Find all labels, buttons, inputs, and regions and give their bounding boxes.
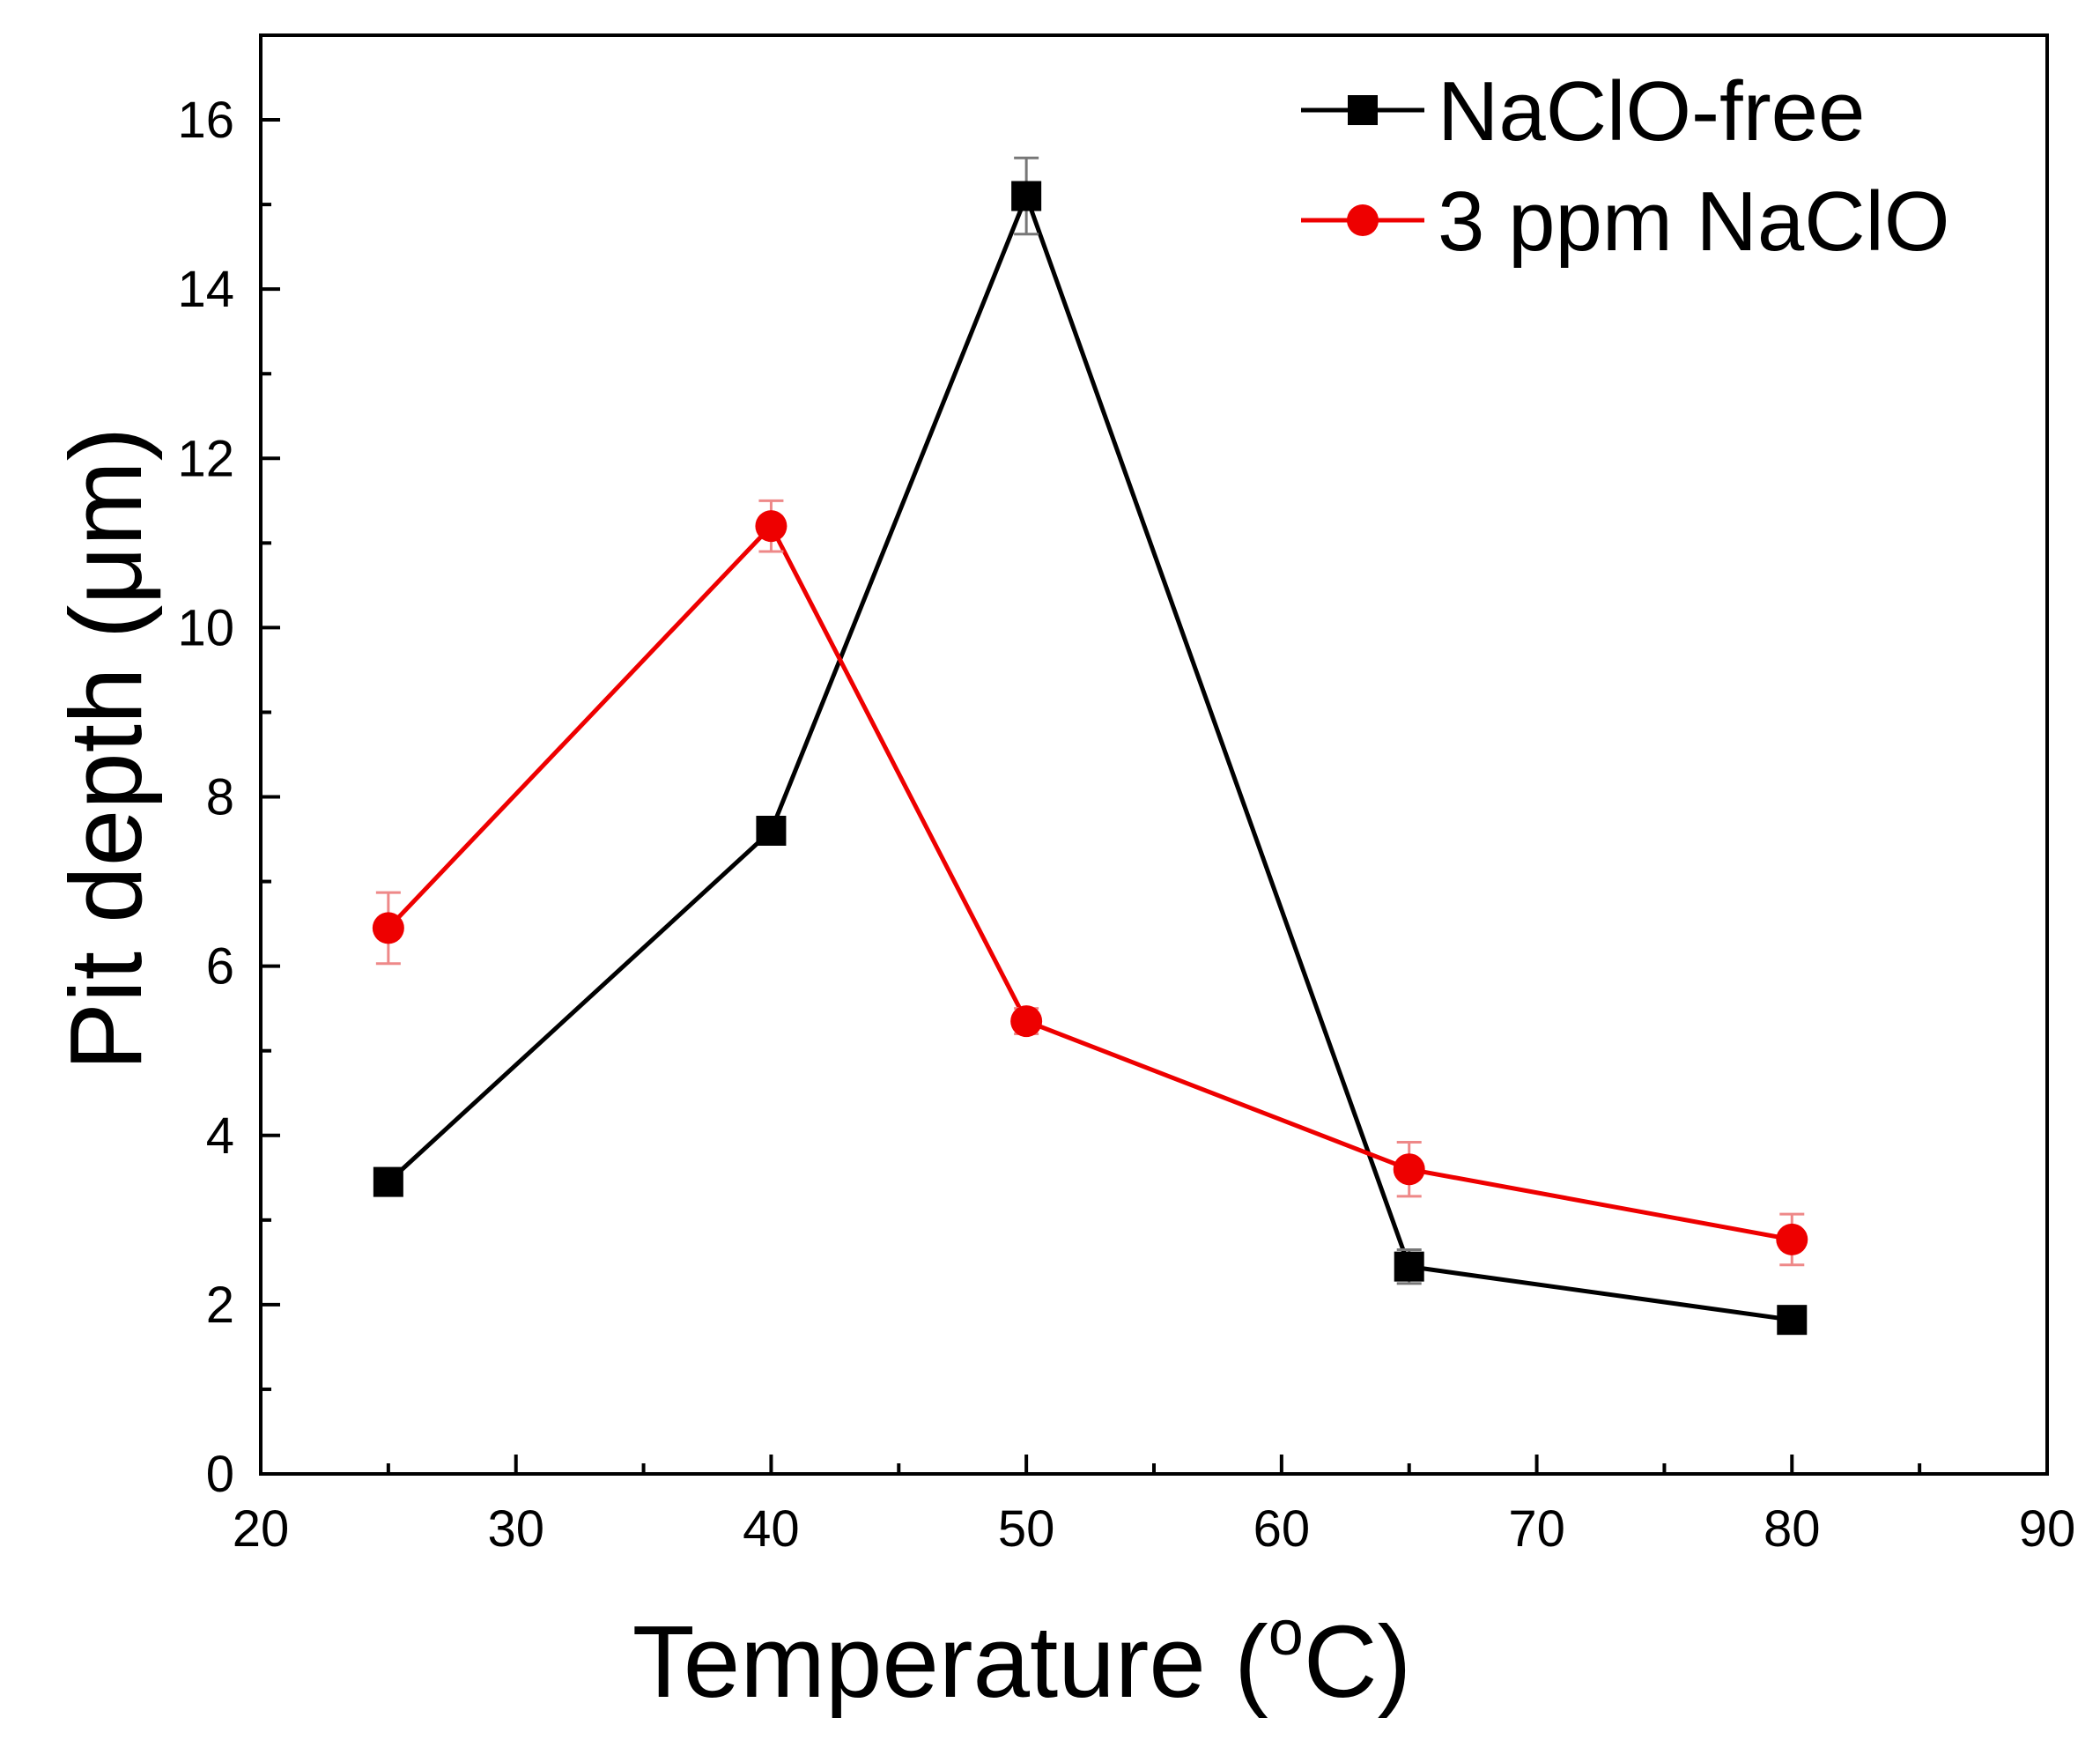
series-line — [387, 189, 1793, 1322]
x-tick-label: 30 — [487, 1500, 544, 1558]
y-tick-label: 16 — [177, 92, 234, 149]
x-tick-label: 50 — [998, 1500, 1055, 1558]
y-tick-label: 2 — [206, 1277, 234, 1334]
y-tick-label: 14 — [177, 261, 234, 318]
series-1 — [373, 156, 1808, 1336]
y-tick-label: 4 — [206, 1107, 234, 1165]
y-tick-label: 12 — [177, 430, 234, 487]
legend-item-1: NaClO-free — [1301, 64, 1865, 159]
x-axis-title-close-paren: ) — [1378, 1604, 1412, 1719]
y-tick-label: 0 — [206, 1446, 234, 1503]
series-layer — [372, 156, 1808, 1336]
x-axis-title-unit: C — [1304, 1604, 1378, 1719]
data-point — [373, 1166, 403, 1197]
x-axis-title: Temperature (oC) — [632, 1598, 1412, 1719]
data-point — [1777, 1305, 1808, 1336]
legend-marker — [1348, 95, 1378, 125]
x-axis-title-unit-superscript: o — [1268, 1598, 1304, 1669]
data-point — [755, 510, 788, 543]
x-axis-title-text: Temperature — [632, 1604, 1206, 1719]
legend-label: NaClO-free — [1438, 64, 1865, 159]
x-tick-label: 60 — [1253, 1500, 1311, 1558]
y-tick-label: 8 — [206, 769, 234, 826]
legend-marker — [1347, 204, 1379, 236]
series-2 — [372, 499, 1808, 1267]
legend-item-2: 3 ppm NaClO — [1301, 174, 1950, 269]
data-point — [1394, 1251, 1424, 1282]
x-tick-label: 80 — [1764, 1500, 1821, 1558]
y-axis-title: Pit depth (μm) — [48, 427, 163, 1071]
data-point — [1393, 1153, 1425, 1186]
data-point — [756, 815, 787, 846]
legend: NaClO-free 3 ppm NaClO — [1301, 64, 1950, 269]
x-tick-label: 20 — [233, 1500, 290, 1558]
y-tick-label: 6 — [206, 938, 234, 996]
data-point — [1776, 1223, 1808, 1255]
legend-label: 3 ppm NaClO — [1438, 174, 1950, 269]
x-tick-label: 40 — [743, 1500, 800, 1558]
data-point — [1010, 1005, 1043, 1038]
x-axis-title-spacer: ( — [1206, 1604, 1268, 1719]
x-tick-label: 90 — [2019, 1500, 2076, 1558]
axis-ticks: 20 30 40 50 60 70 80 90 0 2 4 6 8 10 12 14 16 — [177, 92, 2075, 1558]
y-tick-label: 10 — [177, 599, 234, 656]
x-tick-label: 70 — [1508, 1500, 1565, 1558]
data-point — [372, 912, 404, 944]
series-line — [387, 522, 1793, 1242]
data-point — [1011, 181, 1042, 211]
